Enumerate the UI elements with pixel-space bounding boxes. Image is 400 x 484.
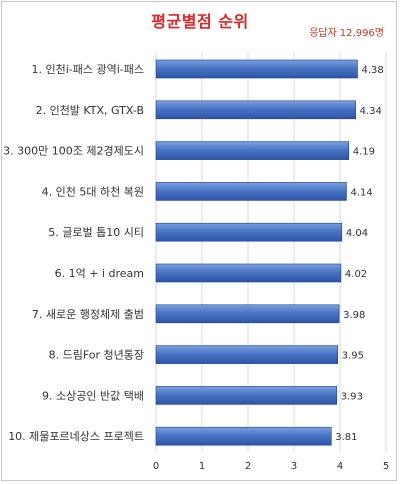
value-label-9: 3.93 [341,391,363,402]
value-label-8: 3.95 [342,351,364,362]
respondent-label: 응답자 [309,28,337,39]
category-label-2: 2. 인천발 KTX, GTX-B [36,103,144,117]
category-label-4: 4. 인천 5대 하천 복원 [42,184,144,198]
value-label-4: 4.14 [350,187,372,198]
value-labels: 4.38 4.34 4.19 4.14 4.04 4.02 3.98 3.95 3.93 3.81 [335,65,383,443]
x-axis-ticks: 0 1 2 3 4 5 [153,461,389,472]
bars [155,59,358,446]
category-label-8: 8. 드림For 청년통장 [49,349,144,362]
bar-2 [155,100,356,120]
value-label-2: 4.34 [360,106,382,117]
category-label-7: 7. 새로운 행정체제 출범 [32,308,144,321]
bar-6 [155,263,342,283]
chart-title: 평균별점 순위 [151,12,249,31]
x-tick-label-2: 2 [245,461,251,472]
bar-8 [155,345,338,364]
category-label-3: 3. 300만 100조 제2경제도시 [3,145,144,158]
value-label-1: 4.38 [361,65,383,76]
respondent-value: 12,996명 [339,28,384,39]
bar-5 [155,222,343,242]
category-label-10: 10. 제물포르네상스 프로젝트 [8,430,144,443]
value-label-5: 4.04 [346,228,368,239]
x-tick-label-3: 3 [291,461,297,472]
x-tick-label-4: 4 [337,461,343,472]
x-tick-label-1: 1 [199,461,205,472]
bar-4 [155,182,347,201]
category-label-9: 9. 소상공인 반값 택배 [42,389,144,402]
x-tick-label-5: 5 [383,461,389,472]
value-label-6: 4.02 [345,269,367,280]
respondent-count: 응답자 12,996명 [306,24,384,39]
value-label-10: 3.81 [335,432,357,443]
value-label-7: 3.98 [343,310,365,321]
bar-3 [155,141,350,160]
value-label-3: 4.19 [353,147,375,158]
category-labels: 1. 인천i-패스 광역i-패스 2. 인천발 KTX, GTX-B 3. 300만… [3,62,144,443]
x-tick-label-0: 0 [153,461,159,472]
bar-10 [155,426,332,446]
bar-1 [155,59,358,79]
bar-9 [155,386,338,405]
category-label-6: 6. 1억 + i dream [55,267,144,280]
category-label-5: 5. 글로벌 톱10 시티 [48,226,144,239]
category-label-1: 1. 인천i-패스 광역i-패스 [32,62,145,76]
bar-7 [155,304,340,324]
